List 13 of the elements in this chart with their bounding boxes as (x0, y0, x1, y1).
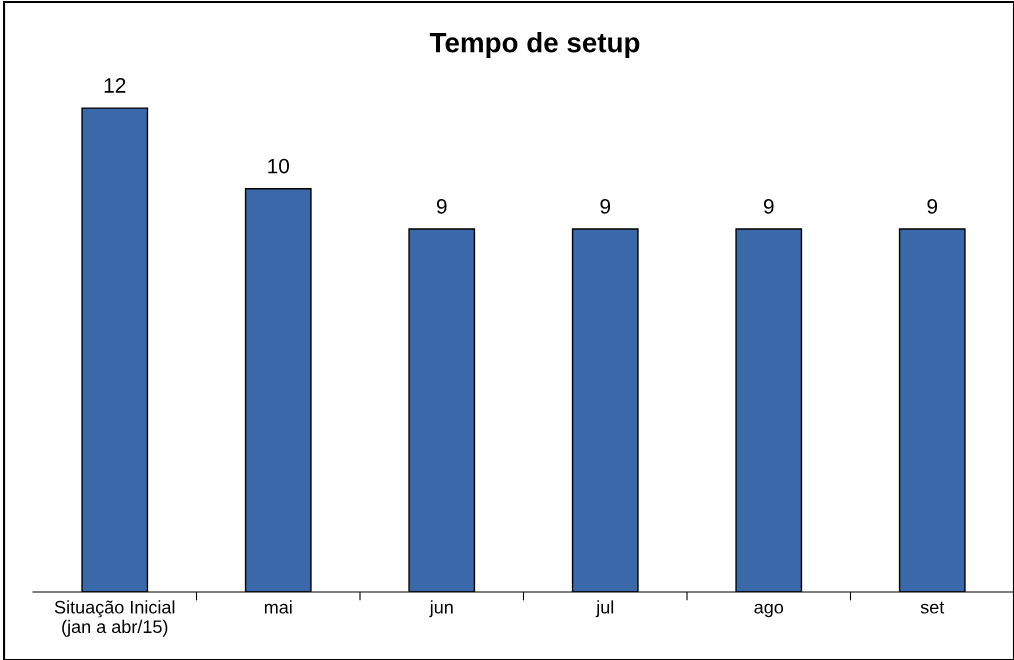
data-label: 9 (763, 199, 774, 214)
data-label: 12 (104, 78, 126, 93)
x-tick-label: ago (754, 603, 784, 618)
data-label: 9 (436, 199, 447, 214)
x-tick-label: jun (429, 600, 453, 618)
chart-title: Tempo de setup (429, 32, 640, 58)
x-tick-label: mai (264, 600, 292, 614)
x-tick-label: jul (595, 600, 614, 618)
x-tick-label: Situação Inicial (jan a abr/15) (54, 600, 175, 637)
x-tick-label: set (920, 601, 945, 614)
data-label: 10 (268, 158, 290, 174)
data-label: 9 (600, 199, 611, 214)
data-label: 9 (927, 199, 938, 214)
